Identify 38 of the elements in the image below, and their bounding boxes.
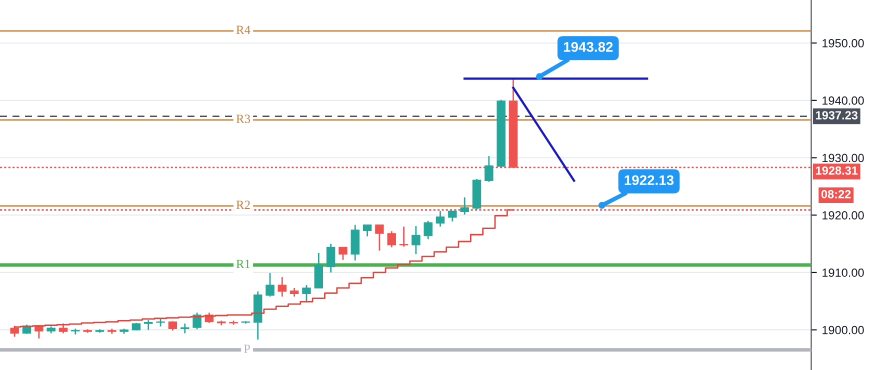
y-tick-label: 1900.00 <box>822 326 864 334</box>
y-tick-label: 1930.00 <box>822 154 864 162</box>
candlestick <box>314 252 324 289</box>
ref-line-label: R4 <box>236 26 250 34</box>
candlestick <box>412 225 420 255</box>
y-tick-label: 1940.00 <box>822 96 864 105</box>
candlestick <box>144 319 153 331</box>
candlestick <box>484 155 494 183</box>
ref-line-label: R2 <box>236 200 250 209</box>
candlestick <box>266 272 274 298</box>
candlestick <box>278 276 287 298</box>
ref-line-label: P <box>244 344 250 353</box>
candlestick <box>338 246 348 261</box>
candlestick <box>302 284 311 304</box>
candlestick <box>58 322 68 334</box>
candlestick <box>436 210 445 228</box>
annotation: 1943.82 <box>564 42 613 52</box>
candlestick <box>10 325 19 338</box>
candlestick <box>387 230 396 248</box>
candlestick <box>362 224 372 238</box>
candlestick <box>460 196 469 216</box>
text: 08:22 <box>821 190 851 198</box>
ref-line-label: R1 <box>236 260 250 268</box>
candlestick <box>399 226 408 248</box>
candlestick <box>192 312 202 330</box>
y-tick-label: 1950.00 <box>822 39 864 48</box>
ref-line-label: 1928.31 <box>816 166 858 175</box>
candlestick <box>424 220 432 240</box>
candlestick <box>448 210 457 222</box>
candlestick <box>180 322 190 334</box>
ref-line-label: R3 <box>236 114 250 124</box>
y-tick-label: 1910.00 <box>822 268 864 277</box>
y-tick-label: 1920.00 <box>822 211 864 220</box>
ref-line-label: 1937.23 <box>816 111 858 120</box>
candlestick <box>168 320 178 332</box>
candlestick <box>375 224 384 252</box>
candlestick <box>326 243 336 274</box>
annotation: 1922.13 <box>624 175 674 186</box>
